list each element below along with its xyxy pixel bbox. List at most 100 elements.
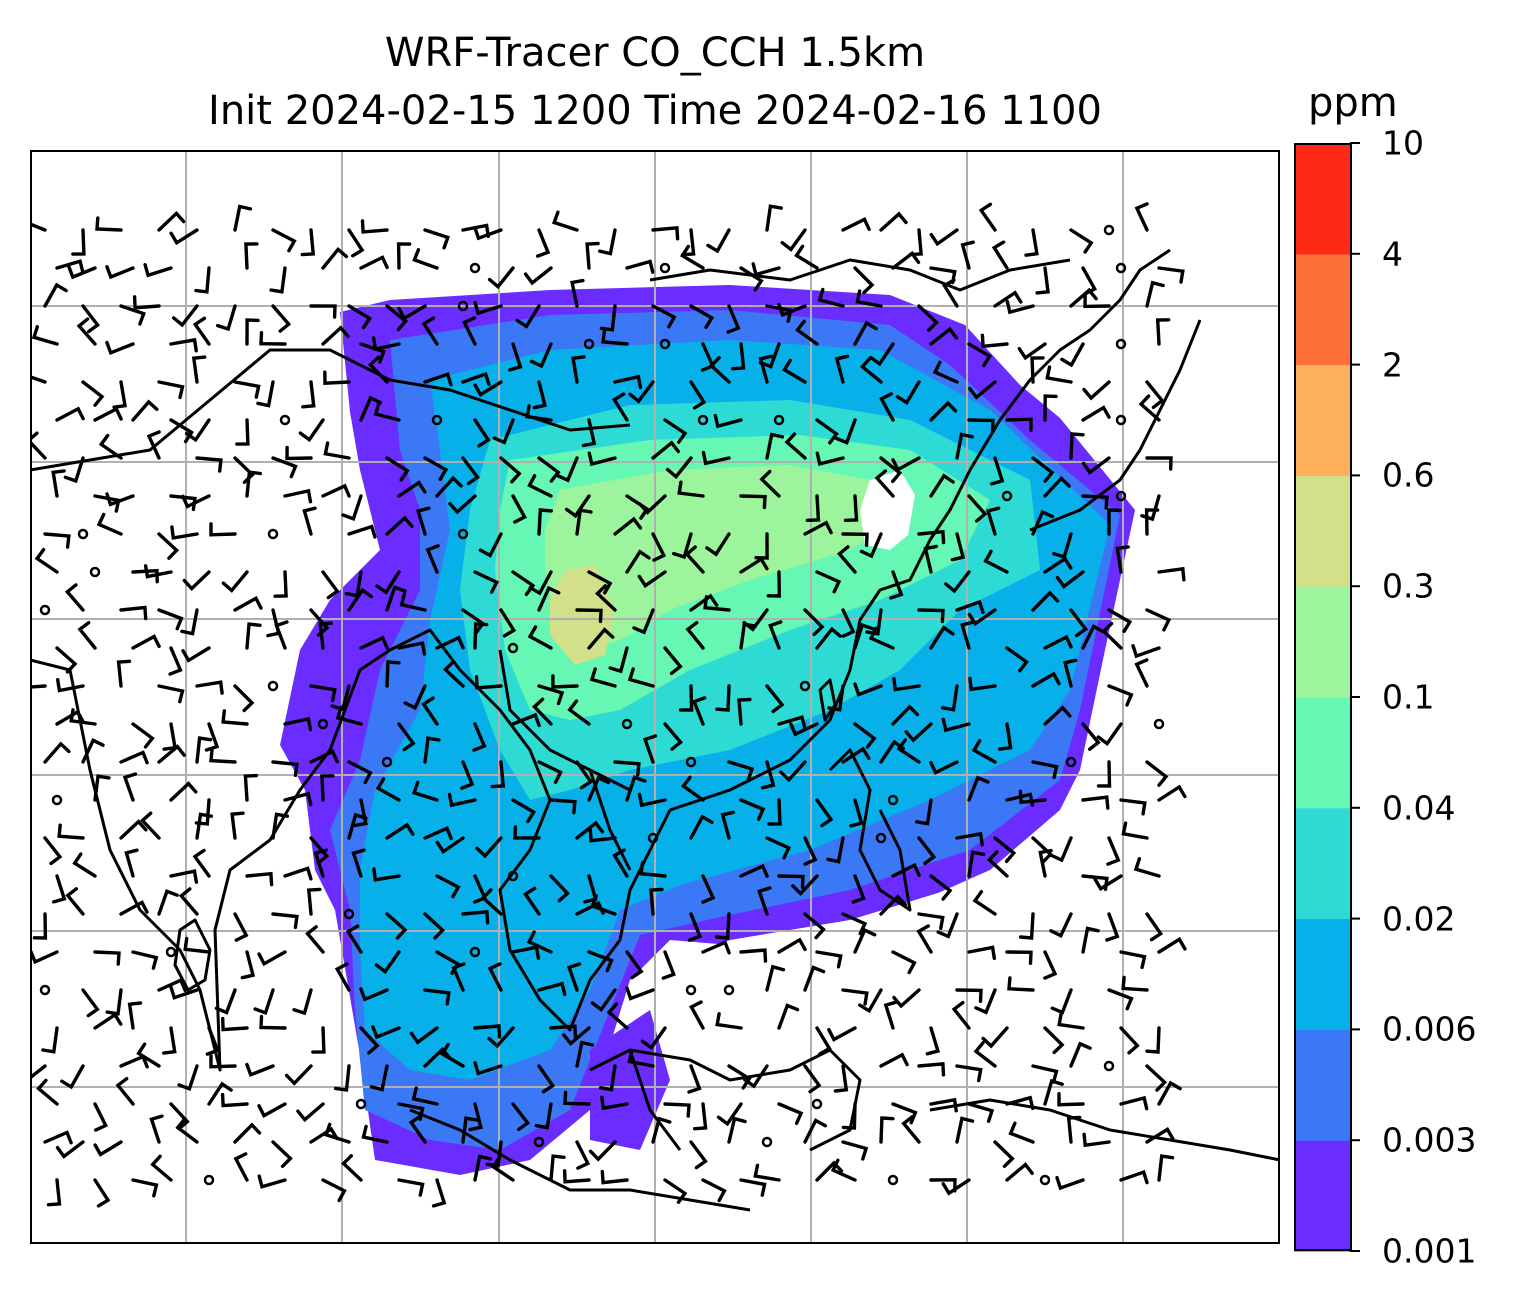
wind-barb	[929, 874, 953, 901]
coastline-segment	[628, 1049, 682, 1151]
wind-barb	[397, 722, 416, 752]
wind-barb	[562, 1169, 591, 1184]
wind-barb	[1055, 1175, 1085, 1191]
wind-barb	[575, 760, 594, 790]
colorbar-band-2	[1294, 918, 1352, 1030]
wind-barb	[815, 570, 842, 594]
wind-barb	[640, 1026, 667, 1051]
wind-barb	[739, 494, 767, 510]
coastline-segment	[649, 258, 1071, 292]
wind-barb	[815, 1026, 832, 1056]
wind-barb	[587, 570, 613, 595]
wind-barb	[233, 380, 261, 399]
wind-barb	[1096, 722, 1123, 747]
wind-barb	[207, 1081, 233, 1106]
wind-barb	[777, 302, 807, 318]
wind-barb	[868, 626, 895, 650]
wind-barb	[1043, 1078, 1064, 1106]
calm-wind-marker	[1115, 490, 1127, 502]
calm-wind-marker	[887, 794, 899, 806]
wind-barb	[60, 1064, 85, 1090]
wind-barb	[815, 418, 839, 445]
wind-barb	[651, 225, 680, 241]
wind-barb	[891, 250, 921, 270]
wind-barb	[30, 222, 47, 232]
wind-barb	[30, 1064, 47, 1081]
wind-barb	[93, 1012, 123, 1030]
wind-barb	[916, 924, 933, 954]
wind-barb	[978, 202, 997, 232]
wind-barb	[803, 912, 826, 940]
wind-barb	[537, 1064, 556, 1094]
wind-barb	[511, 570, 536, 597]
wind-barb	[777, 1102, 804, 1125]
wind-barb	[705, 532, 731, 557]
wind-barb	[372, 867, 401, 882]
calm-wind-marker	[773, 414, 785, 426]
wind-barb	[765, 964, 786, 992]
wind-barb	[131, 950, 159, 970]
wind-barb	[1057, 1012, 1085, 1030]
wind-barb	[955, 831, 984, 847]
wind-barb	[587, 775, 611, 802]
calm-wind-marker	[317, 718, 329, 730]
wind-barb	[815, 626, 842, 650]
wind-barb	[81, 380, 105, 407]
calm-wind-marker	[165, 946, 177, 958]
wind-barb	[917, 912, 945, 930]
wind-barb	[571, 355, 586, 384]
wind-barb	[689, 1140, 708, 1170]
wind-barb	[30, 431, 47, 460]
wind-barb	[556, 456, 579, 483]
wind-barb	[777, 874, 805, 890]
colorbar-band-5	[1294, 586, 1352, 698]
wind-barb	[283, 716, 313, 732]
wind-barb	[399, 592, 427, 612]
wind-barb	[81, 304, 101, 334]
wind-barb	[628, 380, 655, 404]
wind-barb	[834, 418, 857, 445]
wind-barb	[896, 738, 921, 764]
wind-barb	[1093, 874, 1123, 892]
wind-barb	[803, 608, 825, 637]
wind-barb	[853, 266, 875, 295]
wind-barb	[625, 549, 651, 574]
wind-barb	[904, 722, 933, 743]
wind-barb	[777, 715, 807, 730]
wind-barb	[180, 608, 199, 636]
wind-barb	[782, 358, 807, 384]
wind-barb	[827, 684, 845, 712]
wind-barb	[461, 909, 490, 925]
calm-wind-marker	[203, 1174, 215, 1186]
wind-barb	[162, 1026, 177, 1055]
wind-barb	[515, 304, 541, 329]
wind-barb	[183, 936, 211, 954]
wind-barb	[43, 836, 63, 866]
wind-barb	[397, 641, 427, 656]
wind-barb	[51, 469, 66, 498]
wind-barb	[95, 216, 123, 232]
wind-barb	[511, 798, 537, 824]
wind-barb	[685, 621, 705, 650]
wind-barb	[889, 570, 904, 600]
calm-wind-marker	[1065, 756, 1077, 768]
wind-barb	[162, 722, 177, 751]
wind-barb	[1005, 646, 1029, 673]
wind-barb	[739, 798, 766, 821]
wind-barb	[531, 697, 553, 726]
wind-barb	[435, 874, 461, 899]
wind-barb	[209, 747, 237, 764]
wind-barb	[105, 988, 123, 1016]
calm-wind-marker	[77, 528, 89, 540]
wind-barb	[955, 988, 983, 1003]
wind-barb	[879, 456, 903, 484]
wind-barb	[562, 1026, 591, 1046]
wind-barb	[739, 266, 764, 292]
wind-barb	[351, 848, 366, 878]
coastline-segment	[458, 668, 672, 1032]
colorbar-band-9	[1294, 143, 1352, 255]
wind-barb	[122, 772, 138, 802]
wind-barb	[1082, 1132, 1111, 1148]
wind-barb	[1157, 936, 1187, 954]
wind-barb	[689, 380, 707, 410]
